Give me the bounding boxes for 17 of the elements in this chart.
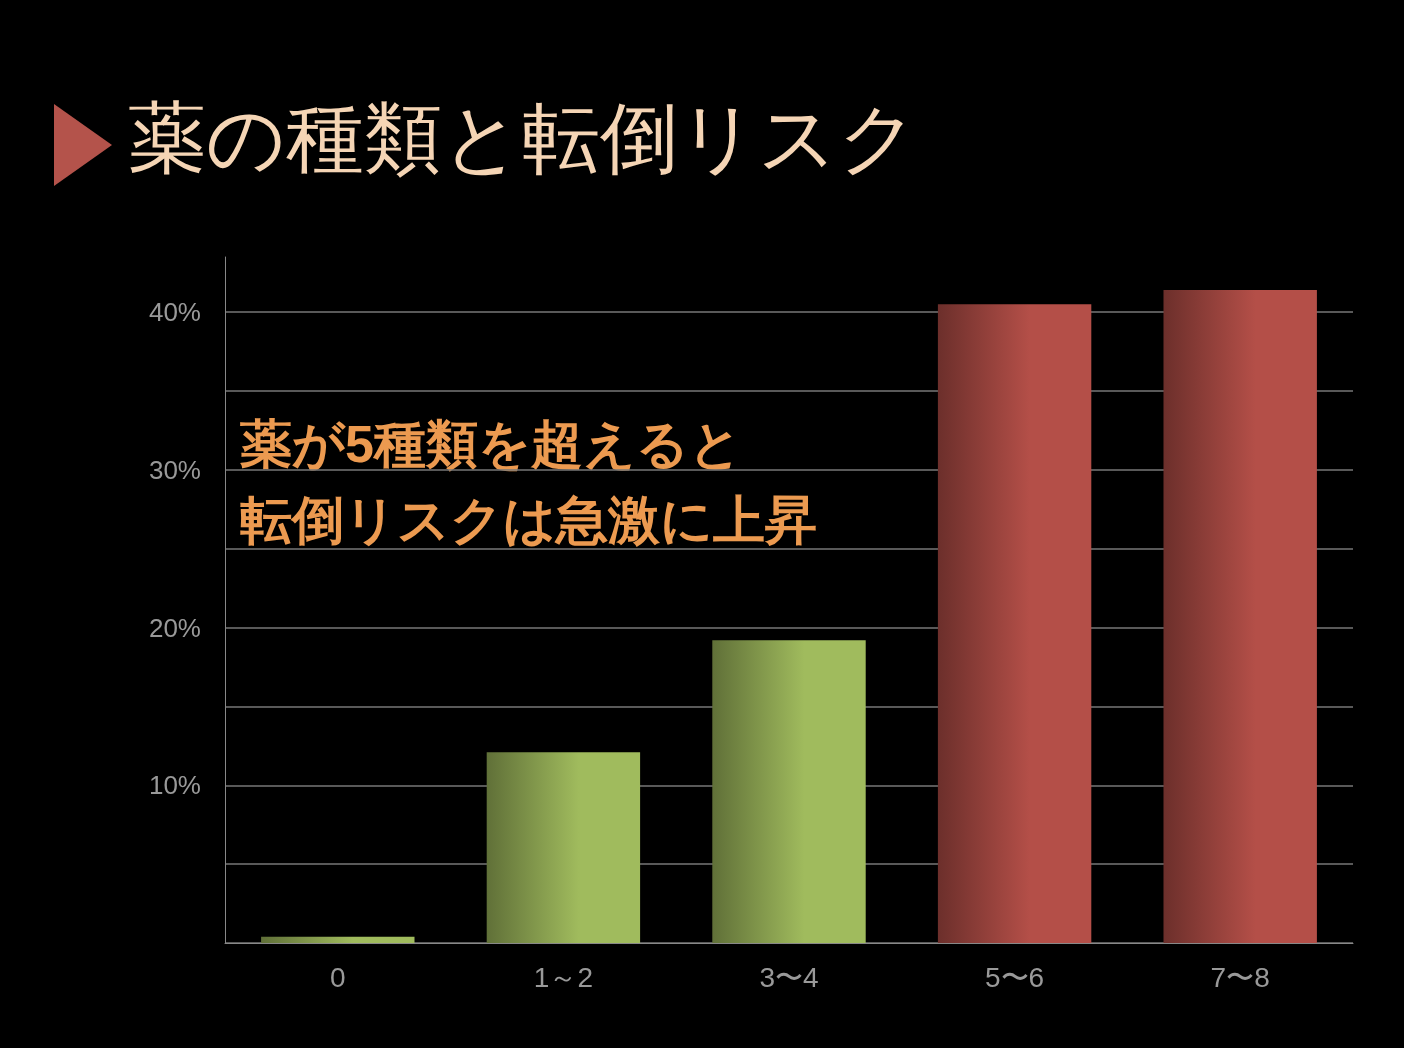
bar xyxy=(1163,290,1317,943)
x-tick-label: 1～2 xyxy=(533,961,593,993)
bar xyxy=(486,752,641,943)
bar xyxy=(937,304,1092,943)
x-tick-label: 3〜4 xyxy=(759,961,819,993)
y-tick-label: 30% xyxy=(148,454,201,485)
y-tick-label: 10% xyxy=(148,770,201,801)
bar xyxy=(261,936,415,943)
x-tick-label: 5〜6 xyxy=(985,961,1045,993)
x-tick-label: 0 xyxy=(330,961,346,993)
annotation: 薬が5種類を超えると xyxy=(240,415,742,473)
bar xyxy=(712,640,866,943)
chart-title: 薬の種類と転倒リスク xyxy=(128,92,918,185)
x-tick-label: 7〜8 xyxy=(1210,961,1270,993)
y-tick-label: 20% xyxy=(148,612,201,643)
y-tick-label: 40% xyxy=(148,297,201,328)
annotation: 転倒リスクは急激に上昇 xyxy=(240,491,817,549)
